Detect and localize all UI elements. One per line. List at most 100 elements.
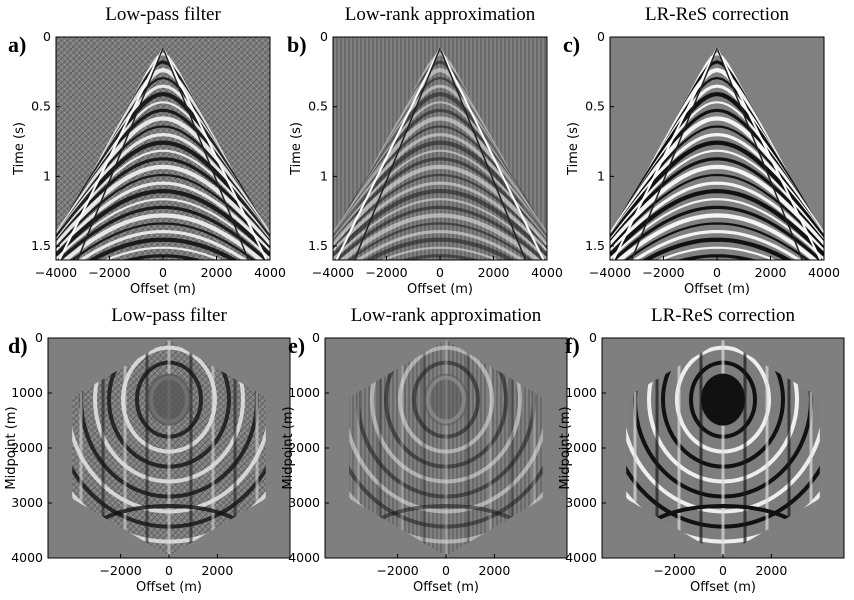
panel-title: Low-rank approximation bbox=[351, 305, 542, 326]
event bbox=[56, 125, 270, 237]
y-tick-label: 0.5 bbox=[308, 99, 328, 114]
panel: e) Low-rank approximation Offset (m) Midpoi… bbox=[281, 305, 568, 595]
y-tick-label: 1 bbox=[320, 168, 328, 183]
direct-wave bbox=[612, 47, 718, 260]
x-tick-label: −4000 bbox=[312, 265, 354, 280]
ring bbox=[147, 373, 191, 426]
event bbox=[87, 237, 239, 260]
y-tick-label: 4000 bbox=[565, 550, 597, 565]
event bbox=[333, 157, 547, 244]
y-label: Time (s) bbox=[566, 122, 581, 176]
event bbox=[56, 164, 270, 247]
event bbox=[333, 125, 547, 237]
event bbox=[333, 149, 547, 241]
image bbox=[602, 338, 844, 558]
x-label: Offset (m) bbox=[136, 580, 202, 595]
x-tick-label: 0 bbox=[442, 563, 450, 578]
panel-label: f) bbox=[565, 333, 580, 358]
x-tick-label: 0 bbox=[159, 265, 167, 280]
panel-title: LR-ReS correction bbox=[645, 4, 790, 25]
y-tick-label: 0 bbox=[320, 29, 328, 44]
direct-wave bbox=[353, 47, 441, 260]
y-tick-label: 0 bbox=[43, 29, 51, 44]
ring bbox=[701, 373, 745, 426]
x-tick-label: −2000 bbox=[376, 563, 418, 578]
panel-title: Low-pass filter bbox=[105, 4, 221, 25]
x-tick-label: −2000 bbox=[642, 265, 684, 280]
y-tick-label: 3000 bbox=[565, 495, 597, 510]
event bbox=[610, 149, 824, 241]
y-tick-label: 0.5 bbox=[585, 99, 605, 114]
event bbox=[56, 132, 270, 238]
direct-wave bbox=[58, 47, 164, 260]
x-tick-label: 2000 bbox=[201, 563, 233, 578]
event bbox=[632, 229, 802, 260]
event bbox=[56, 181, 270, 253]
y-tick-label: 2000 bbox=[288, 440, 320, 455]
event bbox=[334, 205, 546, 260]
event bbox=[103, 246, 223, 260]
direct-wave bbox=[162, 47, 268, 260]
ring bbox=[349, 340, 543, 544]
event bbox=[355, 229, 525, 260]
event bbox=[400, 254, 481, 260]
ring bbox=[398, 345, 494, 454]
y-tick-label: 1.5 bbox=[31, 238, 51, 253]
y-tick-label: 2000 bbox=[565, 440, 597, 455]
panel: b) Low-rank approximation Offset (m) Time (… bbox=[287, 4, 563, 297]
event bbox=[333, 173, 547, 249]
direct-wave bbox=[716, 47, 804, 260]
y-label: Time (s) bbox=[289, 122, 304, 176]
event bbox=[333, 181, 547, 253]
panel: a) Low-pass filter Offset (m) Time (s) −4000… bbox=[8, 4, 286, 297]
event bbox=[56, 173, 270, 249]
event bbox=[610, 164, 824, 247]
hex-fill bbox=[349, 340, 543, 556]
ring bbox=[349, 340, 543, 529]
panel-label: a) bbox=[8, 32, 26, 57]
x-tick-label: 2000 bbox=[478, 265, 510, 280]
event bbox=[56, 188, 270, 257]
x-tick-label: 4000 bbox=[531, 265, 563, 280]
y-tick-label: 1 bbox=[43, 168, 51, 183]
x-label: Offset (m) bbox=[407, 282, 473, 297]
y-tick-label: 3000 bbox=[11, 495, 43, 510]
event bbox=[610, 188, 824, 257]
image bbox=[56, 37, 270, 260]
event bbox=[333, 132, 547, 238]
y-label: Time (s) bbox=[12, 122, 27, 176]
y-tick-label: 1000 bbox=[288, 385, 320, 400]
ring bbox=[412, 360, 480, 439]
y-tick-label: 1000 bbox=[11, 385, 43, 400]
ring bbox=[424, 373, 468, 426]
event bbox=[62, 213, 264, 260]
direct-wave bbox=[630, 47, 718, 260]
event bbox=[333, 198, 547, 260]
event bbox=[78, 229, 248, 260]
event bbox=[56, 149, 270, 241]
y-tick-label: 1000 bbox=[565, 385, 597, 400]
x-tick-label: 2000 bbox=[755, 563, 787, 578]
panel: c) LR-ReS correction Offset (m) Time (s) −40… bbox=[563, 4, 840, 297]
panel-title: Low-pass filter bbox=[111, 305, 227, 326]
x-tick-label: −4000 bbox=[35, 265, 77, 280]
image bbox=[610, 37, 824, 260]
x-tick-label: 0 bbox=[713, 265, 721, 280]
y-tick-label: 0 bbox=[312, 330, 320, 345]
direct-wave bbox=[716, 47, 822, 260]
event bbox=[70, 222, 256, 260]
y-tick-label: 1.5 bbox=[308, 238, 328, 253]
hexagon bbox=[349, 340, 543, 556]
image bbox=[48, 338, 290, 558]
x-tick-label: 4000 bbox=[808, 265, 840, 280]
direct-wave bbox=[335, 47, 441, 260]
panel-label: e) bbox=[288, 333, 305, 358]
event bbox=[610, 198, 824, 260]
x-tick-label: 2000 bbox=[478, 563, 510, 578]
x-tick-label: −4000 bbox=[589, 265, 631, 280]
event bbox=[610, 116, 824, 237]
direct-wave bbox=[162, 47, 250, 260]
x-tick-label: 2000 bbox=[201, 265, 233, 280]
y-tick-label: 0 bbox=[597, 29, 605, 44]
